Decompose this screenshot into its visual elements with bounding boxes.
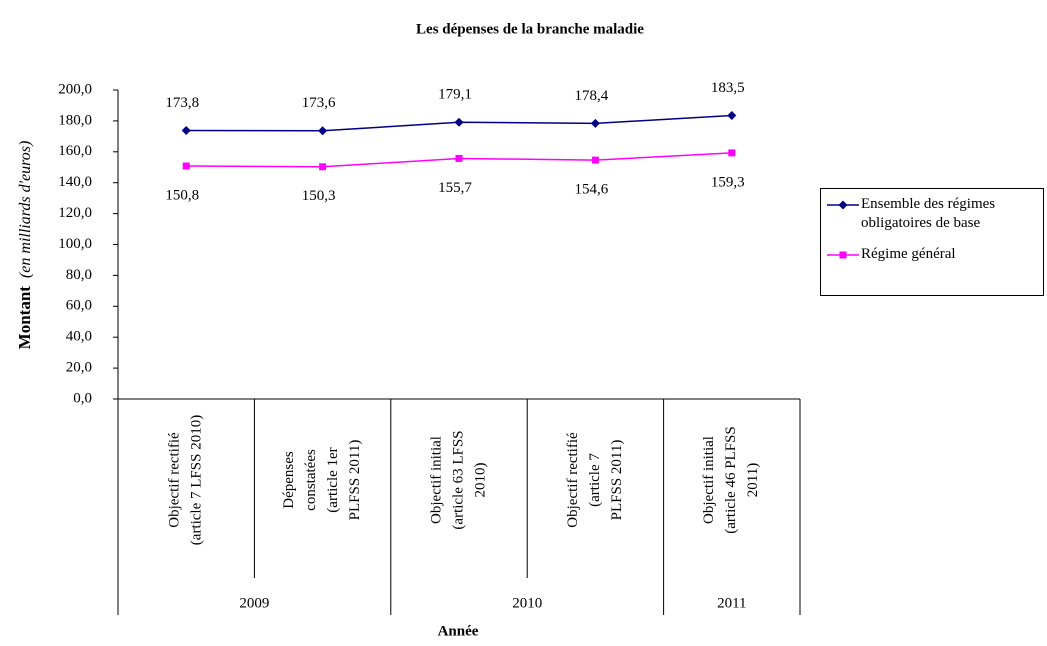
legend: Ensemble des régimes obligatoires de bas…: [820, 188, 1044, 296]
x-tick-label: constatées: [303, 449, 319, 511]
x-tick-label: Objectif rectifié: [167, 432, 183, 528]
x-tick-label: Objectif initial: [701, 436, 717, 524]
marker: [839, 251, 847, 259]
data-label: 159,3: [711, 174, 745, 190]
marker: [181, 125, 191, 135]
data-label: 183,5: [711, 80, 745, 96]
marker: [838, 200, 848, 210]
x-group-label: 2009: [239, 595, 269, 611]
x-tick-label: Dépenses: [281, 451, 297, 509]
y-axis-title: Montant (en milliards d'euros): [15, 141, 34, 350]
data-label: 150,3: [302, 188, 336, 204]
data-label: 173,6: [302, 95, 336, 111]
x-group-label: 2010: [512, 595, 542, 611]
y-tick-label: 200,0: [58, 81, 92, 97]
y-tick-label: 60,0: [66, 298, 92, 314]
x-tick-label: (article 7 LFSS 2010): [189, 415, 205, 545]
y-tick-label: 40,0: [66, 329, 92, 345]
marker: [727, 110, 737, 120]
data-label: 173,8: [165, 95, 199, 111]
x-tick-label: PLFSS 2011): [347, 440, 363, 521]
data-label: 178,4: [575, 88, 609, 104]
data-label: 150,8: [165, 187, 199, 203]
x-tick-label: Objectif initial: [428, 436, 444, 524]
marker: [454, 117, 464, 127]
y-tick-label: 20,0: [66, 360, 92, 376]
y-axis-label: Montant: [15, 286, 34, 350]
x-tick-label: (article 1er: [325, 447, 341, 512]
y-tick-label: 160,0: [58, 143, 92, 159]
legend-item: Régime général: [825, 245, 1043, 264]
y-tick-label: 0,0: [73, 390, 92, 406]
data-label: 154,6: [575, 182, 609, 198]
legend-swatch: [827, 251, 859, 259]
marker: [728, 149, 736, 157]
y-tick-label: 80,0: [66, 267, 92, 283]
x-tick-label: (article 63 LFSS: [450, 430, 466, 529]
y-tick-label: 180,0: [58, 112, 92, 128]
marker: [182, 162, 190, 170]
x-tick-label: Objectif rectifié: [565, 432, 581, 528]
x-tick-label: 2011): [745, 463, 761, 497]
y-tick-label: 120,0: [58, 205, 92, 221]
y-tick-label: 100,0: [58, 236, 92, 252]
marker: [591, 156, 599, 164]
x-tick-label: 2010): [472, 463, 488, 498]
data-label: 179,1: [438, 87, 472, 103]
legend-item: Ensemble des régimes obligatoires de bas…: [825, 195, 1043, 233]
marker: [319, 163, 327, 171]
legend-swatch: [827, 200, 859, 210]
data-label: 155,7: [438, 180, 472, 196]
marker: [455, 154, 463, 162]
marker: [590, 118, 600, 128]
x-group-label: 2011: [717, 595, 746, 611]
chart-title: Les dépenses de la branche maladie: [416, 21, 644, 37]
y-tick-label: 140,0: [58, 174, 92, 190]
legend-label: Ensemble des régimes obligatoires de bas…: [861, 196, 996, 231]
legend-label: Régime général: [861, 246, 956, 262]
x-tick-label: (article 7: [587, 453, 603, 507]
x-axis-title: Année: [438, 623, 479, 639]
marker: [318, 126, 328, 136]
y-axis-note: (en milliards d'euros): [17, 141, 34, 278]
x-tick-label: (article 46 PLFSS: [723, 426, 739, 534]
x-tick-label: PLFSS 2011): [609, 440, 625, 521]
